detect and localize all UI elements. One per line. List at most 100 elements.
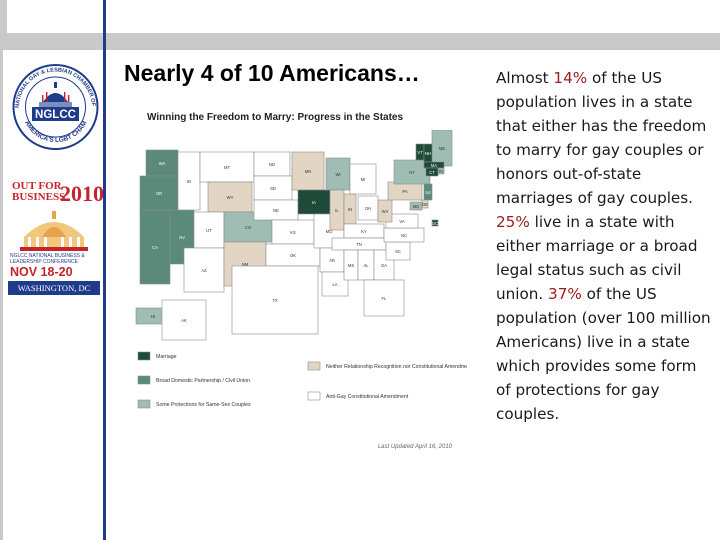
- sidebar-divider: [103, 0, 106, 540]
- body-text-1: Almost: [496, 69, 554, 87]
- capitol-building-icon: [20, 211, 88, 251]
- event-title-line2: BUSINESS: [12, 191, 66, 203]
- state-sd: [253, 175, 293, 201]
- state-label-dc: DC: [432, 221, 438, 226]
- legend-label: Anti-Gay Constitutional Amendment: [326, 394, 409, 400]
- state-label-ky: KY: [361, 229, 367, 234]
- state-label-il: IL: [335, 208, 339, 213]
- out-for-business-logo: OUT FOR BUSINESS 2010 NGLCC NATIONAL BUS…: [8, 175, 104, 299]
- nglcc-seal-logo: NATIONAL GAY & LESBIAN CHAMBER OF COMMER…: [7, 62, 99, 150]
- legend-swatch: [137, 375, 151, 385]
- states-layer: WA OR CA NV ID MT WY UT CO AZ NM ND SD NE KS OK TX MN IA MO…: [135, 130, 453, 341]
- event-dates: NOV 18-20: [10, 265, 73, 279]
- body-paragraph: Almost 14% of the US population lives in…: [496, 66, 711, 426]
- state-label-wa: WA: [159, 161, 166, 166]
- state-label-pa: PA: [402, 189, 407, 194]
- body-text-3: live in a state with either marriage or …: [496, 213, 698, 303]
- state-label-tx: TX: [272, 298, 278, 303]
- state-tx: [231, 265, 319, 335]
- state-label-ny: NY: [409, 170, 415, 175]
- state-label-or: OR: [156, 191, 162, 196]
- legend-swatch: [137, 351, 151, 361]
- event-title-line1: OUT FOR: [12, 180, 62, 192]
- state-label-mn: MN: [305, 169, 312, 174]
- state-label-co: CO: [245, 225, 252, 230]
- event-location: WASHINGTON, DC: [8, 281, 100, 295]
- state-label-va: VA: [399, 219, 404, 224]
- state-label-sc: SC: [395, 249, 401, 254]
- legend-label: Some Protections for Same-Sex Couples: [156, 402, 251, 408]
- state-label-ri: RI: [439, 169, 443, 174]
- state-ks: [271, 219, 315, 245]
- state-label-ga: GA: [381, 263, 387, 268]
- state-ak: [161, 299, 207, 341]
- top-left-corner-block: [0, 0, 7, 50]
- state-label-mt: MT: [224, 165, 230, 170]
- state-label-ar: AR: [329, 258, 335, 263]
- state-label-nc: NC: [401, 233, 407, 238]
- state-label-wi: WI: [335, 172, 340, 177]
- state-mt: [199, 151, 255, 183]
- state-fl: [363, 279, 405, 317]
- state-dc: [431, 219, 439, 227]
- event-subtitle: NGLCC NATIONAL BUSINESS & LEADERSHIP CON…: [10, 253, 85, 265]
- legend-swatch: [137, 399, 151, 409]
- left-edge-rule: [0, 0, 3, 540]
- state-label-nd: ND: [269, 162, 275, 167]
- state-label-tn: TN: [356, 242, 362, 247]
- state-label-mi: MI: [361, 177, 366, 182]
- state-label-ks: KS: [290, 230, 296, 235]
- state-label-id: ID: [187, 179, 191, 184]
- state-label-sd: SD: [270, 186, 276, 191]
- state-label-me: ME: [439, 146, 445, 151]
- state-label-ma: MA: [431, 163, 437, 168]
- top-header-bar: [0, 33, 720, 50]
- state-label-vt: VT: [417, 150, 423, 155]
- us-marriage-map: WA OR CA NV ID MT WY UT CO AZ NM ND SD NE KS OK TX MN IA MO…: [135, 130, 467, 450]
- state-label-ms: MS: [348, 263, 354, 268]
- state-label-nh: NH: [425, 151, 431, 156]
- state-wv: [377, 199, 393, 223]
- state-ia: [297, 189, 331, 215]
- slide-title: Nearly 4 of 10 Americans…: [124, 60, 420, 86]
- legend-label: Marriage: [156, 354, 177, 360]
- state-label-ok: OK: [290, 253, 296, 258]
- acronym-banner: [32, 107, 79, 121]
- legend-label: Neither Relationship Recognition nor Con…: [326, 364, 467, 370]
- state-md: [409, 201, 423, 211]
- map-updated-note: Last Updated April 16, 2010: [378, 444, 453, 450]
- state-label-nm: NM: [242, 262, 249, 267]
- event-title: OUT FOR BUSINESS: [12, 181, 65, 203]
- state-label-ca: CA: [152, 245, 158, 250]
- state-mn: [291, 151, 325, 191]
- state-label-de: DE: [422, 202, 428, 207]
- state-label-az: AZ: [201, 268, 207, 273]
- state-wi: [325, 157, 351, 191]
- stat-37-percent: 37%: [548, 285, 582, 303]
- state-label-mo: MO: [326, 229, 333, 234]
- capitol-dome-icon: [39, 82, 72, 107]
- state-az: [183, 247, 225, 293]
- state-label-wy: WY: [227, 195, 234, 200]
- state-label-ut: UT: [206, 228, 212, 233]
- state-label-in: IN: [348, 207, 352, 212]
- legend-label: Broad Domestic Partnership / Civil Union: [156, 378, 250, 384]
- state-label-hi: HI: [151, 314, 155, 319]
- stat-25-percent: 25%: [496, 213, 530, 231]
- legend-swatch: [307, 361, 321, 371]
- state-label-nv: NV: [179, 235, 185, 240]
- seal-acronym: NGLCC: [35, 109, 76, 121]
- state-or: [139, 175, 179, 211]
- state-wy: [207, 181, 253, 213]
- state-label-ia: IA: [312, 200, 316, 205]
- state-label-oh: OH: [365, 206, 371, 211]
- event-year: 2010: [60, 181, 104, 206]
- state-label-ak: AK: [181, 318, 187, 323]
- state-label-nj: NJ: [425, 190, 430, 195]
- legend-swatch: [307, 391, 321, 401]
- state-ar: [319, 247, 345, 273]
- state-la: [321, 271, 349, 297]
- state-label-wv: WV: [382, 209, 389, 214]
- body-text-2: of the US population lives in a state th…: [496, 69, 707, 207]
- map-title: Winning the Freedom to Marry: Progress i…: [147, 112, 404, 123]
